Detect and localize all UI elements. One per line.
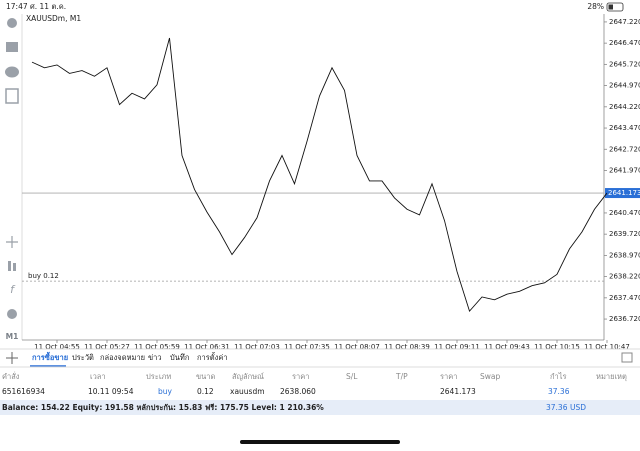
y-tick-label: 2644.220	[609, 103, 640, 111]
x-tick-label: 11 Oct 10:15	[534, 343, 580, 351]
indicator-icon[interactable]	[13, 263, 16, 271]
add-chart-icon[interactable]	[5, 88, 19, 104]
table-row[interactable]: 651616934 10.11 09:54 buy 0.12 xauusdm 2…	[2, 387, 570, 396]
tab[interactable]: ข่าว	[148, 353, 162, 362]
tab[interactable]: บันทึก	[170, 353, 189, 362]
tab[interactable]: กล่องจดหมาย	[100, 353, 145, 362]
cell: xauusdm	[230, 387, 265, 396]
column-header: ราคา	[292, 372, 309, 381]
cell: 10.11 09:54	[88, 387, 134, 396]
position-label: buy 0.12	[28, 272, 59, 280]
chat-icon[interactable]	[5, 66, 19, 78]
y-tick-label: 2639.720	[609, 230, 640, 238]
x-tick-label: 11 Oct 08:39	[384, 343, 430, 351]
status-time: 17:47	[6, 2, 28, 11]
y-tick-label: 2641.970	[609, 166, 640, 174]
x-tick-label: 11 Oct 08:07	[334, 343, 380, 351]
tab-bar: การซื้อขาย ประวัติ กล่องจดหมาย ข่าว บันทึก กา…	[30, 351, 228, 367]
y-tick-label: 2644.970	[609, 82, 640, 90]
x-tick-label: 11 Oct 07:35	[284, 343, 330, 351]
tab[interactable]: การตั้งค่า	[197, 352, 228, 362]
y-tick-label: 2640.470	[609, 209, 640, 217]
y-tick-label: 2636.720	[609, 315, 640, 323]
y-tick-label: 2645.720	[609, 60, 640, 68]
function-icon[interactable]: f	[10, 283, 16, 296]
battery-level: 28%	[587, 2, 604, 11]
timeframe-button[interactable]: M1	[6, 332, 19, 341]
column-header: ประเภท	[146, 372, 171, 381]
cell: 2641.173	[440, 387, 476, 396]
y-tick-label: 2647.220	[609, 18, 640, 26]
column-header: S/L	[346, 372, 358, 381]
balance-currency: USD	[570, 403, 586, 412]
column-header: เวลา	[90, 372, 106, 381]
x-tick-label: 11 Oct 04:55	[34, 343, 80, 351]
tab[interactable]: การซื้อขาย	[32, 351, 68, 362]
price-line-series	[31, 37, 608, 313]
status-date: ศ. 11 ต.ค.	[30, 2, 66, 11]
y-tick-label: 2642.720	[609, 145, 640, 153]
y-tick-label: 2643.470	[609, 124, 640, 132]
toolbar: f M1	[5, 18, 19, 341]
column-header: คำสั่ง	[2, 371, 20, 381]
x-tick-label: 11 Oct 07:03	[234, 343, 280, 351]
balance-text: Balance: 154.22 Equity: 191.58 หลักประกั…	[2, 403, 324, 412]
x-tick-label: 11 Oct 09:11	[434, 343, 480, 351]
column-header: T/P	[395, 372, 408, 381]
battery-fill	[608, 4, 613, 10]
cell: buy	[158, 387, 173, 396]
y-tick-label: 2638.970	[609, 251, 640, 259]
add-button[interactable]	[6, 352, 18, 364]
objects-icon[interactable]	[7, 309, 17, 319]
crosshair-icon[interactable]	[6, 236, 18, 248]
tab[interactable]: ประวัติ	[72, 353, 94, 362]
x-tick-label: 11 Oct 09:43	[484, 343, 530, 351]
chart: 2647.220 2646.470 2645.720 2644.970 2644.220…	[22, 18, 640, 351]
account-icon[interactable]	[7, 18, 17, 28]
column-header: หมายเหตุ	[596, 372, 627, 381]
price-label: 2641.173	[608, 189, 640, 197]
cell: 0.12	[197, 387, 214, 396]
y-tick-label: 2646.470	[609, 39, 640, 47]
balance-profit: 37.36	[546, 403, 568, 412]
y-tick-label: 2637.470	[609, 294, 640, 302]
column-header: ขนาด	[196, 372, 215, 381]
indicator-icon[interactable]	[8, 261, 11, 271]
layout-icon[interactable]	[621, 352, 633, 363]
x-tick-label: 11 Oct 06:31	[184, 343, 230, 351]
y-tick-label: 2638.220	[609, 273, 640, 281]
home-indicator	[240, 440, 400, 444]
column-header: Swap	[480, 372, 500, 381]
table-header: คำสั่ง เวลา ประเภท ขนาด สัญลักษณ์ ราคา S/L T/P ร…	[2, 371, 627, 381]
x-tick-label: 11 Oct 05:59	[134, 343, 180, 351]
trade-icon[interactable]	[6, 42, 18, 52]
cell: 2638.060	[280, 387, 316, 396]
price-label-box	[605, 188, 640, 199]
chart-title: XAUUSDm, M1	[26, 14, 81, 23]
column-header: สัญลักษณ์	[232, 372, 264, 381]
column-header: กำไร	[550, 372, 567, 381]
battery-icon	[606, 2, 624, 12]
cell: 651616934	[2, 387, 45, 396]
column-header: ราคา	[440, 372, 457, 381]
balance-bar	[0, 400, 640, 415]
x-tick-label: 11 Oct 10:47	[584, 343, 630, 351]
x-tick-label: 11 Oct 05:27	[84, 343, 130, 351]
cell: 37.36	[548, 387, 570, 396]
